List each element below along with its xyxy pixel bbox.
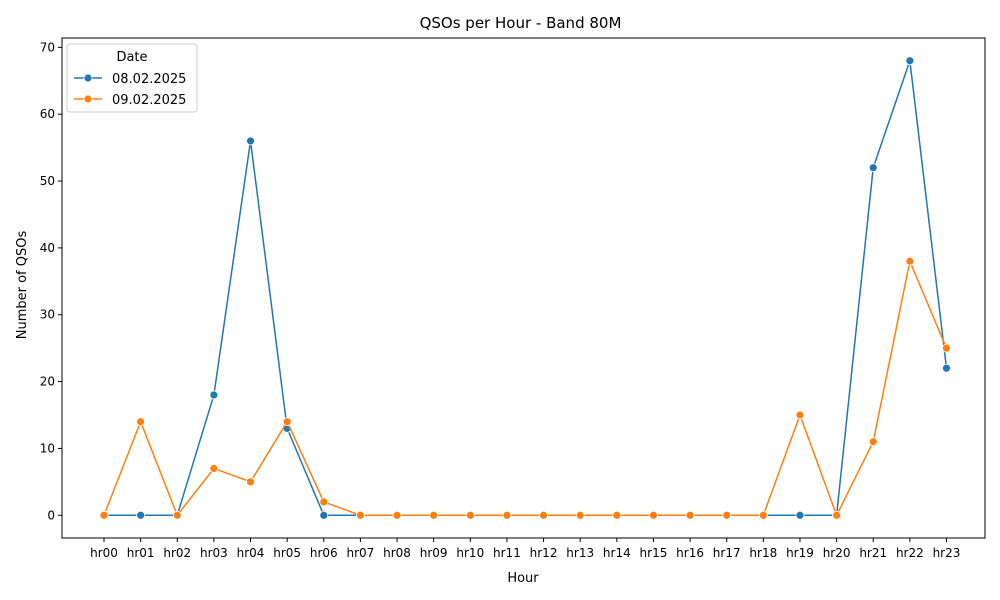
- data-point: [795, 410, 805, 420]
- series-line: [104, 59, 948, 517]
- y-tick-label: 60: [40, 107, 55, 121]
- legend: Date 08.02.2025 09.02.2025: [66, 43, 198, 113]
- data-point: [758, 510, 768, 520]
- x-tick-label: hr07: [347, 546, 375, 560]
- data-point: [942, 343, 951, 353]
- data-point: [209, 390, 219, 400]
- legend-box: [66, 43, 198, 113]
- x-tick-label: hr03: [200, 546, 228, 560]
- x-tick-label: hr02: [163, 546, 191, 560]
- plot-frame: [61, 37, 986, 539]
- x-tick-label: hr13: [566, 546, 594, 560]
- x-tick-label: hr08: [383, 546, 411, 560]
- x-tick-label: hr20: [823, 546, 851, 560]
- data-point: [246, 477, 255, 487]
- legend-item: 09.02.2025: [74, 93, 186, 108]
- legend-marker: [83, 94, 93, 104]
- series-layer: [99, 56, 951, 520]
- y-axis: 0 10 20 30 40 50 60 70: [40, 40, 62, 522]
- x-axis-title: Hour: [507, 571, 539, 586]
- data-point: [685, 510, 695, 520]
- data-point: [99, 510, 109, 520]
- data-point: [832, 510, 841, 520]
- x-tick-label: hr11: [493, 546, 521, 560]
- data-point: [282, 417, 292, 427]
- legend-title: Date: [116, 50, 147, 65]
- x-tick-label: hr21: [859, 546, 887, 560]
- x-tick-label: hr17: [713, 546, 741, 560]
- data-point: [539, 510, 548, 520]
- x-tick-label: hr16: [676, 546, 704, 560]
- y-axis-title: Number of QSOs: [15, 231, 30, 340]
- series-1: [99, 56, 951, 520]
- chart-title: QSOs per Hour - Band 80M: [420, 14, 622, 32]
- x-tick-label: hr15: [640, 546, 668, 560]
- data-point: [392, 510, 402, 520]
- x-tick-label: hr12: [530, 546, 558, 560]
- data-point: [319, 497, 329, 507]
- legend-marker: [83, 73, 93, 83]
- data-point: [465, 510, 475, 520]
- legend-label: 08.02.2025: [112, 72, 186, 87]
- x-axis: hr00 hr01 hr02 hr03 hr04 hr05 hr06 hr07 hr08 hr09…: [90, 538, 960, 560]
- data-point: [429, 510, 439, 520]
- x-tick-label: hr18: [749, 546, 777, 560]
- x-tick-label: hr05: [273, 546, 301, 560]
- data-point: [136, 510, 146, 520]
- data-point: [649, 510, 658, 520]
- data-point: [905, 56, 915, 66]
- x-tick-label: hr01: [127, 546, 155, 560]
- data-point: [209, 464, 219, 473]
- legend-items: 08.02.2025 09.02.2025: [74, 72, 186, 108]
- data-point: [905, 256, 915, 266]
- series-2: [99, 256, 951, 520]
- legend-item: 08.02.2025: [74, 72, 186, 87]
- data-point: [136, 417, 146, 427]
- x-tick-label: hr19: [786, 546, 814, 560]
- y-tick-label: 70: [40, 40, 55, 54]
- legend-label: 09.02.2025: [112, 93, 186, 108]
- y-tick-label: 10: [40, 441, 55, 455]
- data-point: [868, 437, 878, 447]
- data-point: [942, 363, 951, 373]
- x-tick-label: hr22: [896, 546, 924, 560]
- data-point: [319, 510, 329, 520]
- x-tick-label: hr14: [603, 546, 631, 560]
- data-point: [795, 510, 805, 520]
- y-tick-label: 30: [40, 308, 55, 322]
- data-point: [502, 510, 512, 520]
- y-tick-label: 20: [40, 375, 55, 389]
- data-point: [722, 510, 732, 520]
- series-line: [103, 260, 948, 517]
- x-tick-label: hr06: [310, 546, 338, 560]
- x-tick-label: hr09: [420, 546, 448, 560]
- x-tick-label: hr04: [237, 546, 265, 560]
- x-tick-label: hr00: [90, 546, 118, 560]
- data-point: [868, 163, 878, 173]
- x-tick-label: hr23: [933, 546, 961, 560]
- y-tick-label: 40: [40, 241, 55, 255]
- y-tick-label: 50: [40, 174, 55, 188]
- data-point: [246, 136, 255, 146]
- data-point: [172, 510, 182, 520]
- x-tick-label: hr10: [456, 546, 484, 560]
- data-point: [612, 510, 622, 520]
- y-tick-label: 0: [47, 508, 55, 522]
- data-point: [356, 510, 365, 520]
- data-point: [575, 510, 585, 520]
